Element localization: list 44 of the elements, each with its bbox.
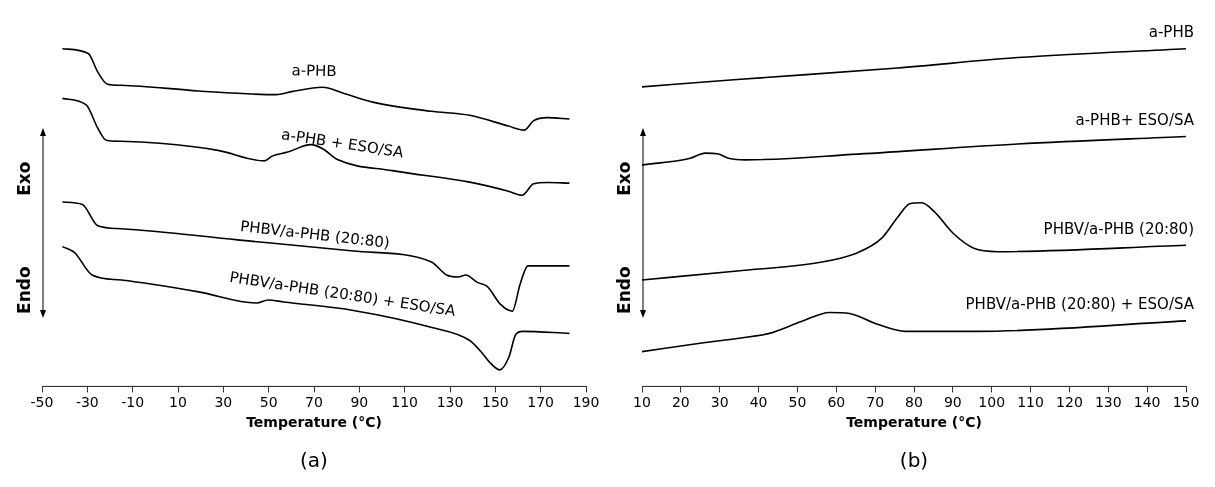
x-tick-label: 190: [572, 394, 600, 411]
x-tick-label: 70: [866, 394, 885, 411]
x-tick-label: 130: [1094, 394, 1122, 411]
text: Exo: [14, 161, 35, 196]
text: Exo: [614, 161, 635, 196]
x-tick-label: -30: [75, 394, 99, 411]
text: Endo: [614, 266, 635, 314]
text: (a): [300, 448, 328, 473]
text: Endo: [14, 266, 35, 314]
x-tick-label: 100: [978, 394, 1006, 411]
series-label: a-PHB: [291, 61, 337, 81]
x-tick-label: 40: [749, 394, 768, 411]
x-tick-label: 120: [1056, 394, 1083, 411]
text: (b): [899, 448, 929, 473]
x-tick-label: 130: [436, 394, 464, 411]
x-tick-label: 90: [943, 394, 962, 411]
series-label: PHBV/a-PHB (20:80) + ESO/SA: [965, 295, 1195, 314]
x-tick-label: 20: [671, 394, 690, 411]
x-axis-title: Temperature (°C): [246, 414, 382, 431]
x-tick-label: 60: [827, 394, 846, 411]
text: PHBV/a-PHB (20:80): [239, 217, 391, 252]
x-tick-label: 30: [214, 394, 233, 411]
x-axis-title: Temperature (°C): [846, 414, 982, 431]
series-label: a-PHB: [1148, 23, 1194, 42]
x-tick-label: 110: [1017, 394, 1044, 411]
text: a-PHB + ESO/SA: [280, 125, 406, 162]
x-tick-label: 90: [350, 394, 369, 411]
x-tick-label: 140: [1133, 394, 1161, 411]
x-tick-label: 150: [1172, 394, 1200, 411]
x-tick-label: -10: [121, 394, 145, 411]
x-tick-label: 30: [710, 394, 729, 411]
x-tick-label: 80: [905, 394, 923, 411]
text: PHBV/a-PHB (20:80) + ESO/SA: [228, 267, 458, 320]
x-tick-label: -50: [30, 394, 54, 411]
x-tick-label: 50: [259, 394, 278, 411]
x-tick-label: 10: [169, 394, 187, 411]
x-tick-label: 50: [788, 394, 807, 411]
x-tick-label: 150: [481, 394, 509, 411]
x-tick-label: 170: [527, 394, 555, 411]
x-tick-label: 110: [391, 394, 419, 411]
series-label: a-PHB+ ESO/SA: [1075, 110, 1195, 129]
x-tick-label: 70: [305, 394, 323, 411]
series-label: PHBV/a-PHB (20:80): [1043, 219, 1194, 238]
x-tick-label: 10: [633, 394, 651, 411]
